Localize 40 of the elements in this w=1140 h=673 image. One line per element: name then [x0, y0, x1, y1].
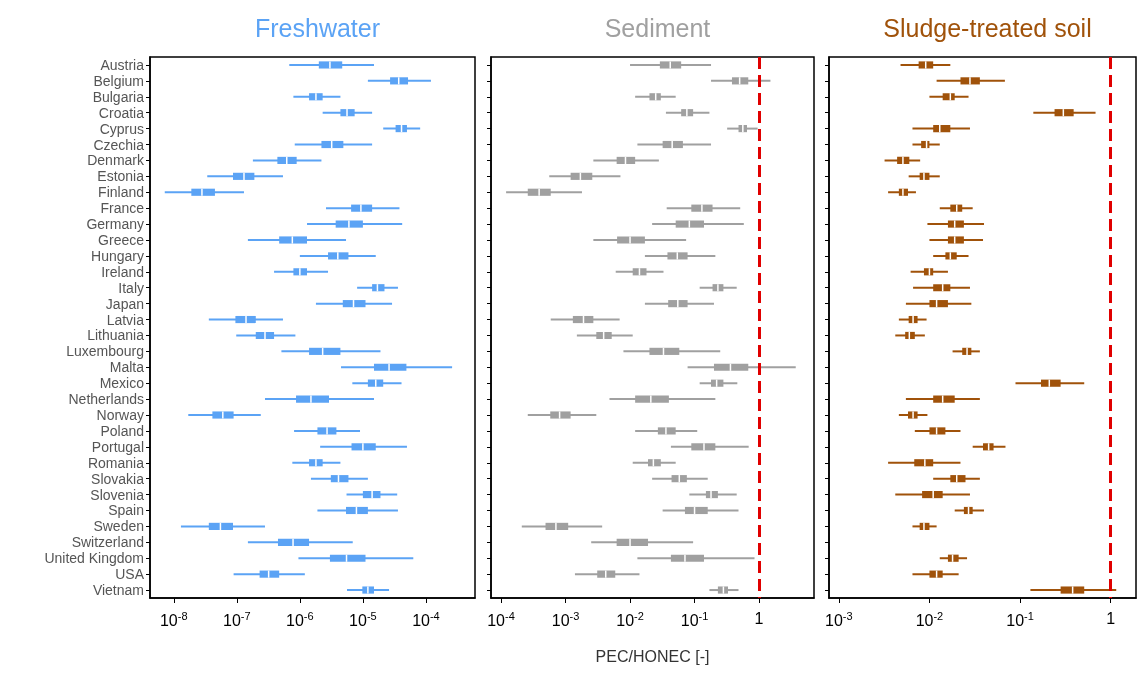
x-tick-label: 1 [754, 609, 764, 627]
chart-title: Sludge-treated soil [883, 13, 1092, 42]
y-tick-label: Vietnam [92, 582, 144, 599]
y-tick-label: Malta [109, 359, 145, 376]
y-tick-label: United Kingdom [44, 550, 144, 567]
y-tick-label: Belgium [93, 72, 144, 89]
y-tick-label: Latvia [106, 311, 145, 328]
y-tick-label: Austria [100, 56, 145, 73]
y-tick-label: Slovenia [90, 486, 145, 503]
y-tick-label: Hungary [91, 247, 144, 264]
y-tick-label: USA [115, 566, 145, 583]
y-tick-label: Norway [96, 407, 144, 424]
y-tick-label: Estonia [97, 168, 145, 185]
y-tick-label: Romania [87, 454, 145, 471]
y-tick-label: Finland [98, 184, 144, 201]
y-tick-label: Croatia [98, 104, 145, 121]
x-axis-title: PEC/HONEC [-] [595, 647, 710, 665]
y-tick-label: Germany [86, 216, 144, 233]
y-tick-label: France [100, 200, 145, 217]
y-tick-label: Lithuania [87, 327, 145, 344]
y-tick-label: Ireland [101, 263, 144, 280]
chart-title: Sediment [604, 13, 711, 42]
y-tick-label: Portugal [91, 438, 144, 455]
y-tick-label: Poland [100, 422, 144, 439]
y-tick-label: Denmark [87, 152, 145, 169]
y-tick-label: Cyprus [99, 120, 144, 137]
y-tick-label: Bulgaria [92, 88, 145, 105]
chart-title: Freshwater [254, 13, 381, 42]
y-tick-label: Luxembourg [66, 343, 144, 360]
y-tick-label: Slovakia [91, 470, 145, 487]
y-tick-label: Italy [118, 279, 144, 296]
y-tick-label: Switzerland [71, 534, 144, 551]
y-tick-label: Mexico [99, 375, 145, 392]
y-tick-label: Spain [108, 502, 144, 519]
y-tick-label: Japan [105, 295, 144, 312]
y-tick-label: Sweden [93, 518, 144, 535]
x-tick-label: 1 [1106, 609, 1116, 627]
y-tick-label: Netherlands [68, 391, 144, 408]
y-tick-label: Czechia [93, 136, 145, 153]
y-tick-label: Greece [98, 231, 145, 248]
